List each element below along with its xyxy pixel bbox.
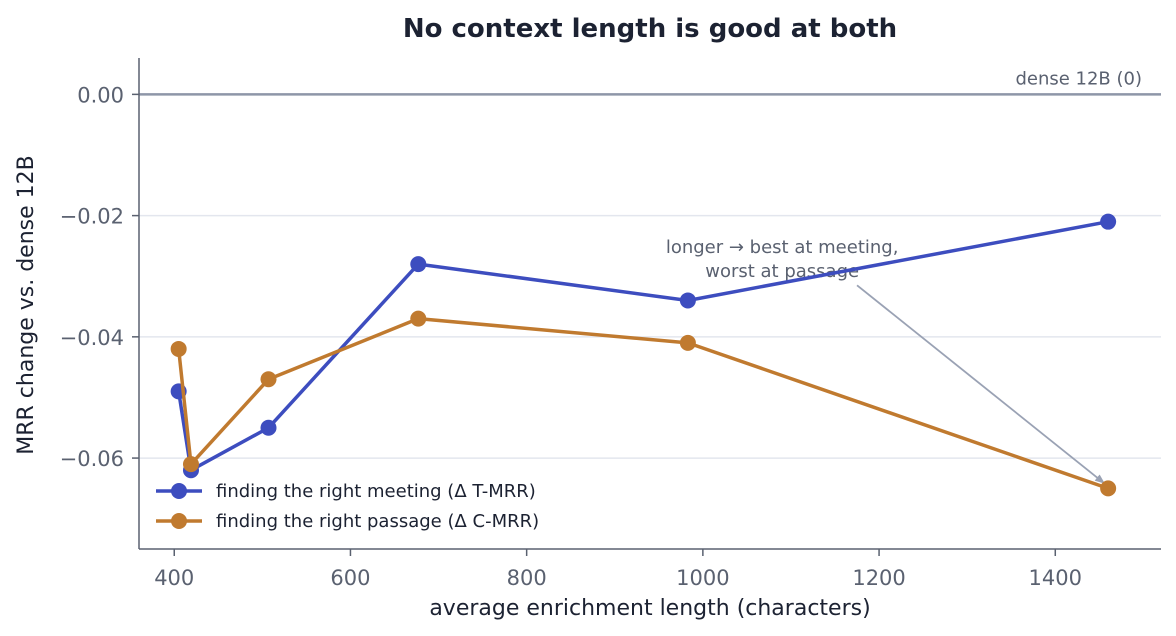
- data-point: [679, 334, 696, 351]
- y-tick-label: −0.02: [60, 205, 124, 229]
- x-tick-label: 600: [330, 566, 370, 590]
- y-tick-label: −0.04: [60, 326, 124, 350]
- series-line-1: [176, 316, 1109, 491]
- data-point: [679, 292, 696, 309]
- x-tick-label: 1200: [852, 566, 905, 590]
- data-point: [182, 456, 199, 473]
- legend-swatch-marker: [171, 513, 187, 529]
- data-point: [1100, 213, 1117, 230]
- gridlines: [139, 214, 1161, 459]
- y-axis-label: MRR change vs. dense 12B: [14, 155, 39, 455]
- data-point: [260, 419, 277, 436]
- legend: finding the right meeting (Δ T-MRR) findi…: [156, 481, 539, 532]
- series-1: [170, 310, 1117, 497]
- axes: [138, 58, 1161, 550]
- x-axis-label: average enrichment length (characters): [429, 596, 870, 621]
- series-line-0: [176, 219, 1109, 472]
- data-point: [260, 371, 277, 388]
- x-tick-label: 400: [154, 566, 194, 590]
- reference-line: dense 12B (0): [139, 68, 1161, 96]
- annotation: longer → best at meeting,worst at passag…: [666, 237, 1105, 484]
- data-point: [410, 310, 427, 327]
- y-ticks: 0.00 −0.02 −0.04 −0.06: [60, 83, 139, 471]
- legend-label: finding the right passage (Δ C-MRR): [216, 511, 539, 532]
- x-ticks: 400 600 800 1000 1200 1400: [154, 549, 1082, 590]
- data-point: [1100, 480, 1117, 497]
- y-tick-label: −0.06: [60, 447, 124, 471]
- data-point: [170, 340, 187, 357]
- annotation-arrow: [856, 284, 1105, 484]
- series-0: [170, 213, 1117, 479]
- data-point: [410, 256, 427, 273]
- series-group: [170, 213, 1117, 497]
- x-tick-label: 1000: [676, 566, 729, 590]
- legend-label: finding the right meeting (Δ T-MRR): [216, 481, 536, 502]
- y-tick-label: 0.00: [77, 83, 124, 107]
- reference-line-label: dense 12B (0): [1015, 68, 1142, 89]
- chart-title: No context length is good at both: [403, 14, 897, 44]
- legend-swatch-marker: [171, 483, 187, 499]
- x-tick-label: 800: [507, 566, 547, 590]
- legend-item-1: finding the right passage (Δ C-MRR): [156, 511, 539, 532]
- x-tick-label: 1400: [1029, 566, 1082, 590]
- annotation-text-line: longer → best at meeting,: [666, 237, 899, 258]
- legend-item-0: finding the right meeting (Δ T-MRR): [156, 481, 536, 502]
